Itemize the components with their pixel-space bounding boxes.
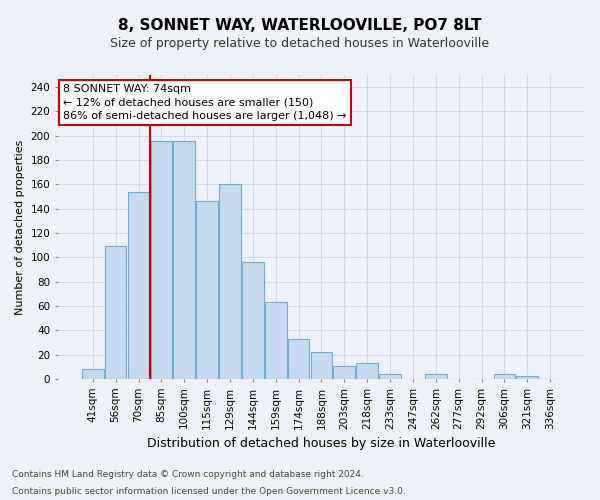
Bar bbox=[356, 363, 378, 379]
Bar bbox=[196, 202, 218, 379]
Text: Contains public sector information licensed under the Open Government Licence v3: Contains public sector information licen… bbox=[12, 487, 406, 496]
Text: Size of property relative to detached houses in Waterlooville: Size of property relative to detached ho… bbox=[110, 38, 490, 51]
Bar bbox=[334, 366, 355, 379]
Bar bbox=[311, 352, 332, 379]
Bar bbox=[105, 246, 127, 379]
Bar bbox=[517, 376, 538, 379]
Y-axis label: Number of detached properties: Number of detached properties bbox=[15, 140, 25, 314]
Bar bbox=[265, 302, 287, 379]
Bar bbox=[425, 374, 446, 379]
Text: 8, SONNET WAY, WATERLOOVILLE, PO7 8LT: 8, SONNET WAY, WATERLOOVILLE, PO7 8LT bbox=[118, 18, 482, 32]
Bar bbox=[379, 374, 401, 379]
Text: Contains HM Land Registry data © Crown copyright and database right 2024.: Contains HM Land Registry data © Crown c… bbox=[12, 470, 364, 479]
Bar bbox=[288, 339, 310, 379]
Bar bbox=[219, 184, 241, 379]
X-axis label: Distribution of detached houses by size in Waterlooville: Distribution of detached houses by size … bbox=[147, 437, 496, 450]
Bar bbox=[242, 262, 264, 379]
Bar bbox=[151, 140, 172, 379]
Bar bbox=[494, 374, 515, 379]
Text: 8 SONNET WAY: 74sqm
← 12% of detached houses are smaller (150)
86% of semi-detac: 8 SONNET WAY: 74sqm ← 12% of detached ho… bbox=[63, 84, 347, 120]
Bar bbox=[82, 369, 104, 379]
Bar bbox=[128, 192, 149, 379]
Bar bbox=[173, 140, 195, 379]
